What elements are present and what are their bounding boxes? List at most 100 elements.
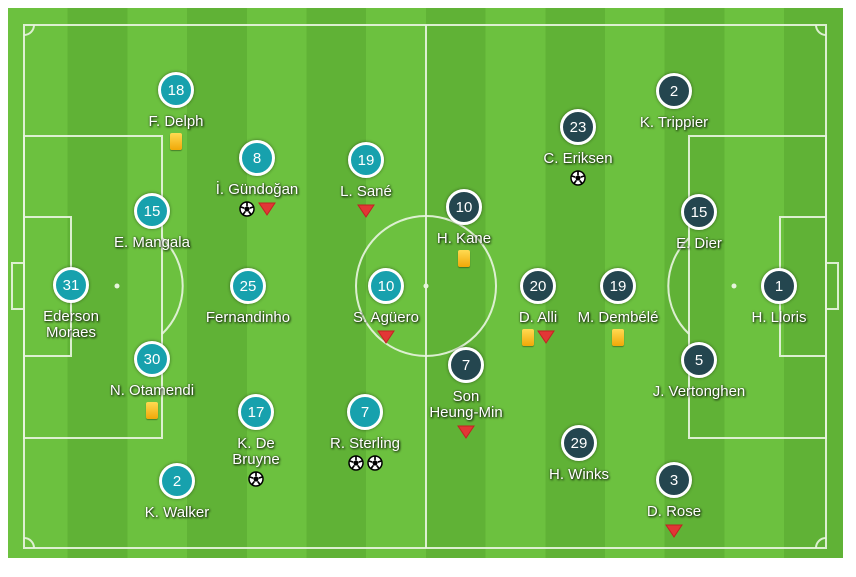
player-marker[interactable]: 3 D. Rose bbox=[604, 462, 744, 540]
player-marker[interactable]: 5 J. Vertonghen bbox=[629, 342, 769, 420]
player-marker[interactable]: 2 K. Trippier bbox=[604, 73, 744, 151]
player-event-icons bbox=[665, 523, 683, 540]
player-name: Ederson Moraes bbox=[43, 308, 99, 341]
player-number: 19 bbox=[357, 151, 375, 169]
player-name: Fernandinho bbox=[205, 309, 291, 326]
player-marker[interactable]: 7 Son Heung-Min bbox=[396, 347, 536, 440]
player-marker[interactable]: 10 S. Agüero bbox=[316, 268, 456, 346]
left-penalty-arc bbox=[161, 237, 184, 335]
player-number: 10 bbox=[455, 198, 473, 216]
player-marker[interactable]: 15 E. Mangala bbox=[82, 193, 222, 271]
player-number-badge: 3 bbox=[656, 462, 692, 498]
substituted-off-icon bbox=[536, 330, 555, 344]
player-event-icons bbox=[521, 328, 555, 346]
player-number: 17 bbox=[247, 403, 265, 421]
player-number: 2 bbox=[172, 472, 182, 490]
player-marker[interactable]: 31 Ederson Moraes bbox=[1, 267, 141, 360]
corner-arc-top-left bbox=[23, 24, 35, 36]
player-number: 30 bbox=[143, 350, 161, 368]
player-event-icons bbox=[570, 170, 586, 187]
yellow-card-icon bbox=[170, 132, 182, 150]
player-number: 18 bbox=[167, 81, 185, 99]
player-number-badge: 18 bbox=[158, 72, 194, 108]
player-name: D. Rose bbox=[646, 503, 702, 520]
player-number: 5 bbox=[694, 351, 704, 369]
player-name: H. Kane bbox=[436, 230, 492, 247]
yellow-card-icon bbox=[612, 328, 624, 346]
player-number: 8 bbox=[252, 149, 262, 167]
player-marker[interactable]: 20 D. Alli bbox=[468, 268, 608, 346]
player-marker[interactable]: 10 H. Kane bbox=[394, 189, 534, 267]
player-marker[interactable]: 25 Fernandinho bbox=[178, 268, 318, 346]
player-name: C. Eriksen bbox=[543, 150, 613, 167]
substituted-off-icon bbox=[457, 425, 475, 439]
goal-icon bbox=[366, 455, 383, 471]
center-circle bbox=[355, 215, 497, 357]
right-penalty-spot bbox=[731, 283, 737, 289]
player-number-badge: 15 bbox=[134, 193, 170, 229]
player-number-badge: 29 bbox=[561, 425, 597, 461]
player-marker[interactable]: 7 R. Sterling bbox=[295, 394, 435, 472]
player-event-icons bbox=[238, 201, 276, 218]
player-name: K. De Bruyne bbox=[232, 435, 280, 468]
player-number-badge: 19 bbox=[348, 142, 384, 178]
substituted-off-icon bbox=[377, 330, 395, 344]
player-marker[interactable]: 15 E. Dier bbox=[629, 194, 769, 272]
player-marker[interactable]: 23 C. Eriksen bbox=[508, 109, 648, 187]
player-name: H. Lloris bbox=[751, 309, 807, 326]
player-name: M. Dembélé bbox=[577, 309, 659, 326]
player-number-badge: 31 bbox=[53, 267, 89, 303]
player-event-icons bbox=[248, 470, 264, 487]
player-event-icons bbox=[146, 401, 158, 419]
player-marker[interactable]: 19 M. Dembélé bbox=[548, 268, 688, 346]
left-goal bbox=[11, 262, 25, 310]
player-number: 15 bbox=[143, 202, 161, 220]
player-number-badge: 10 bbox=[446, 189, 482, 225]
left-penalty-spot bbox=[114, 283, 120, 289]
player-marker[interactable]: 17 K. De Bruyne bbox=[186, 394, 326, 487]
center-spot bbox=[423, 283, 429, 289]
right-goal bbox=[825, 262, 839, 310]
player-name: L. Sané bbox=[340, 183, 392, 200]
player-name: K. Walker bbox=[144, 504, 210, 521]
player-number-badge: 20 bbox=[520, 268, 556, 304]
corner-arc-bottom-left bbox=[23, 537, 35, 549]
player-number: 29 bbox=[570, 434, 588, 452]
player-event-icons bbox=[612, 328, 624, 346]
yellow-card-icon bbox=[458, 249, 470, 267]
player-name: J. Vertonghen bbox=[652, 383, 746, 400]
player-marker[interactable]: 18 F. Delph bbox=[106, 72, 246, 150]
corner-arc-bottom-right bbox=[815, 537, 827, 549]
player-number: 7 bbox=[360, 403, 370, 421]
player-event-icons bbox=[457, 423, 475, 440]
player-number-badge: 10 bbox=[368, 268, 404, 304]
player-number-badge: 19 bbox=[600, 268, 636, 304]
player-number-badge: 5 bbox=[681, 342, 717, 378]
player-marker[interactable]: 19 L. Sané bbox=[296, 142, 436, 220]
substituted-off-icon bbox=[665, 524, 683, 538]
player-number-badge: 25 bbox=[230, 268, 266, 304]
player-number-badge: 30 bbox=[134, 341, 170, 377]
player-number-badge: 2 bbox=[656, 73, 692, 109]
player-event-icons bbox=[347, 455, 383, 472]
player-name: K. Trippier bbox=[639, 114, 709, 131]
player-number: 15 bbox=[690, 203, 708, 221]
corner-arc-top-right bbox=[815, 24, 827, 36]
player-event-icons bbox=[170, 132, 182, 150]
player-number: 31 bbox=[62, 276, 80, 294]
player-name: R. Sterling bbox=[329, 435, 401, 452]
player-event-icons bbox=[357, 203, 375, 220]
substituted-off-icon bbox=[357, 204, 375, 218]
goal-icon bbox=[347, 455, 364, 471]
player-number: 23 bbox=[569, 118, 587, 136]
player-marker[interactable]: 8 İ. Gündoğan bbox=[187, 140, 327, 218]
player-marker[interactable]: 1 H. Lloris bbox=[709, 268, 849, 346]
player-event-icons bbox=[377, 329, 395, 346]
player-marker[interactable]: 30 N. Otamendi bbox=[82, 341, 222, 419]
player-number: 10 bbox=[377, 277, 395, 295]
player-marker[interactable]: 29 H. Winks bbox=[509, 425, 649, 503]
player-marker[interactable]: 2 K. Walker bbox=[107, 463, 247, 541]
pitch bbox=[8, 8, 843, 558]
